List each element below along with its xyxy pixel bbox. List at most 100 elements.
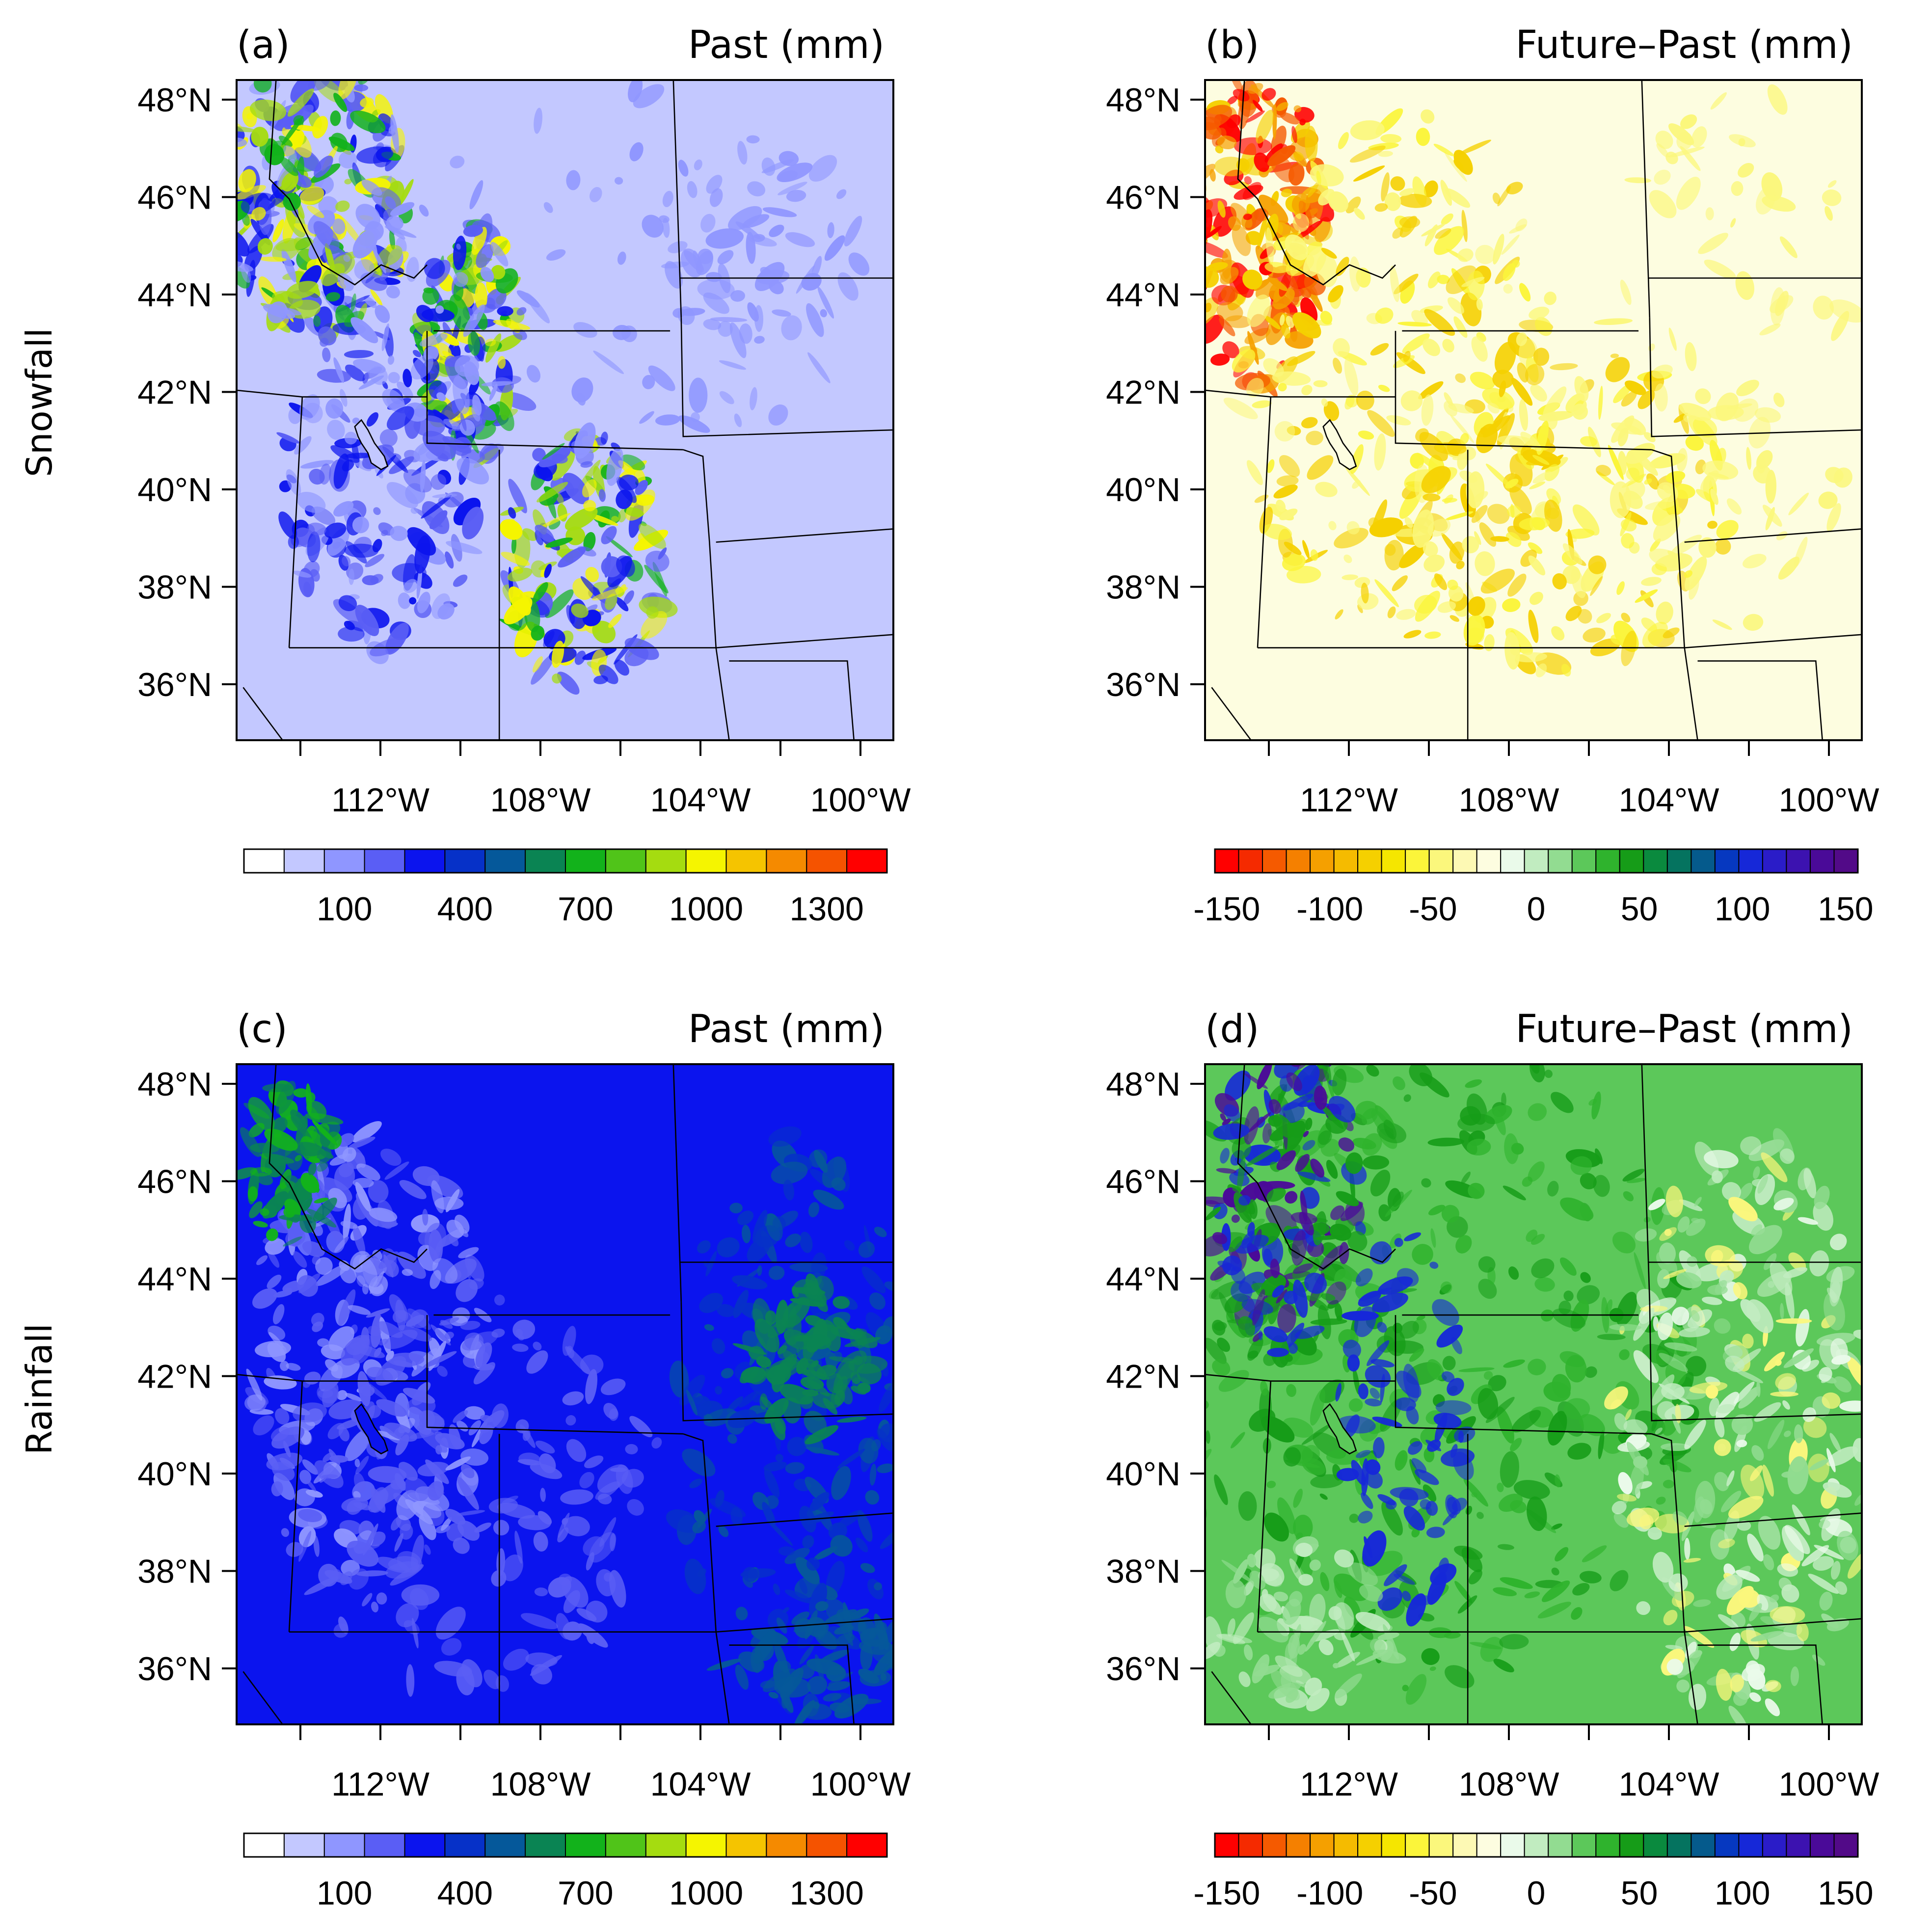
- colorbar-swatch: [1381, 849, 1406, 873]
- field-patch: [532, 656, 543, 673]
- field-patch: [768, 1691, 778, 1699]
- field-patch: [1449, 615, 1460, 622]
- field-patch: [507, 567, 533, 582]
- field-patch: [769, 280, 784, 295]
- field-patch: [1355, 1612, 1391, 1632]
- field-patch: [1272, 1285, 1285, 1298]
- field-patch: [848, 252, 870, 276]
- field-patch: [349, 568, 354, 585]
- state-boundary-line: [237, 79, 428, 286]
- field-patch: [1444, 401, 1458, 417]
- field-patch: [401, 1584, 440, 1606]
- field-patch: [1685, 342, 1697, 372]
- field-patch: [343, 254, 350, 262]
- field-patch: [1493, 234, 1504, 265]
- field-patch: [1458, 1367, 1495, 1372]
- field-patch: [812, 1701, 820, 1709]
- field-patch: [362, 1386, 375, 1397]
- field-patch: [1398, 193, 1432, 208]
- field-patch: [390, 1564, 424, 1586]
- field-patch: [629, 142, 644, 161]
- lon-tick-label: 104°W: [650, 781, 751, 819]
- field-patch: [1743, 554, 1767, 568]
- field-patch: [874, 1582, 883, 1590]
- field-patch: [1328, 1096, 1356, 1123]
- field-patch: [1333, 338, 1350, 357]
- field-patch: [883, 1316, 893, 1334]
- field-patch: [1275, 1655, 1303, 1677]
- field-patch: [802, 1535, 814, 1549]
- field-patch: [1756, 450, 1773, 469]
- field-patch: [1825, 206, 1833, 221]
- field-patch: [563, 473, 589, 505]
- field-patch: [1551, 626, 1565, 641]
- field-patch: [1369, 1388, 1380, 1399]
- field-patch: [796, 265, 815, 294]
- field-patch: [1507, 525, 1530, 541]
- field-patch: [405, 1499, 433, 1525]
- field-patch: [333, 93, 348, 112]
- field-patch: [1399, 188, 1415, 196]
- colorbar-swatch: [725, 1833, 767, 1857]
- colorbar-swatch: [1333, 849, 1359, 873]
- field-patch: [1460, 292, 1482, 326]
- field-patch: [1728, 1197, 1758, 1222]
- colorbar-label: 0: [1527, 1875, 1546, 1912]
- field-patch: [435, 305, 444, 314]
- field-patch: [1309, 1559, 1321, 1571]
- field-patch: [1302, 540, 1310, 559]
- field-patch: [784, 1589, 813, 1604]
- field-patch: [1411, 1458, 1427, 1474]
- field-patch: [1714, 1416, 1725, 1438]
- field-patch: [585, 566, 599, 583]
- map-frame: [1204, 1063, 1863, 1725]
- field-patch: [1361, 583, 1369, 604]
- field-patch: [1457, 449, 1469, 470]
- field-patch: [1572, 504, 1600, 536]
- field-patch: [1528, 542, 1543, 554]
- field-patch: [737, 141, 748, 165]
- field-patch: [518, 1515, 551, 1530]
- field-patch: [1695, 489, 1715, 502]
- field-patch: [1463, 1478, 1488, 1507]
- field-patch: [471, 227, 487, 255]
- field-patch: [763, 1461, 787, 1472]
- field-patch: [721, 1368, 734, 1379]
- colorbar: -150 -100 -50 0 50 100 150: [1193, 848, 1874, 928]
- field-patch: [1562, 543, 1583, 565]
- field-patch: [1705, 207, 1714, 220]
- field-patch: [1617, 1494, 1637, 1502]
- field-patch: [1284, 1290, 1298, 1305]
- field-patch: [293, 570, 312, 578]
- field-patch: [1605, 1299, 1613, 1316]
- state-boundary-line: [242, 1671, 283, 1725]
- field-patch: [1497, 1482, 1504, 1492]
- field-patch: [779, 1384, 813, 1405]
- colorbar-swatch: [1381, 1833, 1406, 1857]
- field-patch: [836, 189, 847, 199]
- field-patch: [425, 1459, 449, 1484]
- field-patch: [1283, 1447, 1301, 1467]
- field-patch: [1266, 459, 1275, 473]
- field-patch: [689, 377, 708, 413]
- field-patch: [1784, 1525, 1810, 1555]
- field-patch: [1530, 384, 1547, 402]
- field-patch: [1378, 151, 1393, 157]
- field-patch: [773, 1583, 780, 1595]
- lat-tick-label: 46°N: [137, 1163, 212, 1201]
- field-patch: [1482, 415, 1511, 438]
- lat-tick-label: 44°N: [1106, 1261, 1181, 1298]
- field-patch: [422, 430, 456, 460]
- field-patch: [1819, 1367, 1832, 1382]
- field-patch: [773, 1357, 793, 1384]
- field-patch: [749, 1369, 767, 1385]
- field-patch: [1655, 1427, 1663, 1435]
- field-patch: [1289, 1558, 1303, 1582]
- field-patch: [327, 527, 349, 556]
- field-patch: [1320, 1572, 1330, 1591]
- field-patch: [420, 459, 426, 493]
- lat-tick-label: 40°N: [137, 1455, 212, 1493]
- field-patch: [1305, 1118, 1313, 1130]
- field-patch: [1356, 1449, 1371, 1458]
- field-patch: [381, 530, 388, 537]
